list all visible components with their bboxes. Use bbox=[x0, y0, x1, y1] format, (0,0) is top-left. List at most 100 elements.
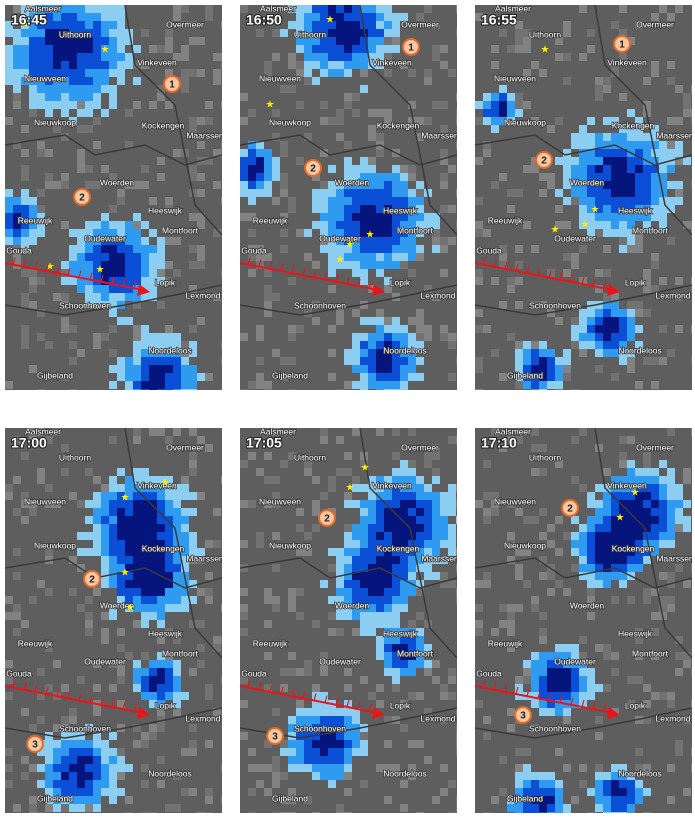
radar-cell bbox=[627, 484, 635, 492]
radar-cell bbox=[264, 764, 272, 772]
radar-cell bbox=[189, 365, 197, 373]
radar-cell bbox=[392, 29, 400, 37]
radar-cell bbox=[384, 604, 392, 612]
radar-cell bbox=[400, 636, 408, 644]
radar-cell bbox=[651, 61, 659, 69]
radar-cell bbox=[643, 716, 651, 724]
radar-cell bbox=[288, 756, 296, 764]
radar-cell bbox=[408, 349, 416, 357]
radar-cell bbox=[627, 460, 635, 468]
radar-cell bbox=[539, 389, 547, 390]
radar-cell bbox=[93, 341, 101, 349]
radar-cell bbox=[21, 333, 29, 341]
radar-cell bbox=[376, 45, 384, 53]
radar-cell bbox=[149, 333, 157, 341]
radar-cell bbox=[619, 333, 627, 341]
radar-cell bbox=[93, 500, 101, 508]
radar-cell bbox=[400, 556, 408, 564]
radar-cell bbox=[117, 676, 125, 684]
radar-cell bbox=[675, 508, 683, 516]
radar-cell bbox=[603, 788, 611, 796]
lightning-star: ★ bbox=[591, 205, 600, 216]
radar-cell bbox=[352, 428, 360, 436]
radar-cell bbox=[392, 596, 400, 604]
radar-cell bbox=[69, 269, 77, 277]
radar-cell bbox=[440, 173, 448, 181]
radar-cell bbox=[611, 476, 619, 484]
radar-cell bbox=[448, 532, 456, 540]
radar-cell bbox=[157, 676, 165, 684]
radar-cell bbox=[141, 253, 149, 261]
radar-cell bbox=[288, 812, 296, 813]
radar-cell bbox=[173, 540, 181, 548]
radar-cell bbox=[141, 540, 149, 548]
radar-cell bbox=[296, 45, 304, 53]
radar-cell bbox=[368, 53, 376, 61]
radar-cell bbox=[384, 37, 392, 45]
radar-cell bbox=[571, 173, 579, 181]
radar-cell bbox=[189, 620, 197, 628]
radar-cell bbox=[643, 213, 651, 221]
radar-cell bbox=[400, 476, 408, 484]
radar-cell bbox=[611, 796, 619, 804]
radar-cell bbox=[651, 69, 659, 77]
radar-cell bbox=[117, 764, 125, 772]
radar-cell bbox=[384, 253, 392, 261]
radar-cell bbox=[483, 109, 491, 117]
radar-cell bbox=[61, 301, 69, 309]
radar-cell bbox=[555, 580, 563, 588]
radar-cell bbox=[117, 500, 125, 508]
radar-cell bbox=[21, 173, 29, 181]
radar-cell bbox=[432, 492, 440, 500]
radar-cell bbox=[432, 213, 440, 221]
radar-cell bbox=[448, 237, 456, 245]
radar-cell bbox=[352, 13, 360, 21]
radar-cell bbox=[376, 261, 384, 269]
radar-cell bbox=[571, 165, 579, 173]
radar-cell bbox=[197, 261, 205, 269]
radar-cell bbox=[77, 756, 85, 764]
radar-cell bbox=[45, 53, 53, 61]
radar-cell bbox=[117, 5, 125, 13]
radar-cell bbox=[408, 636, 416, 644]
radar-cell bbox=[328, 261, 336, 269]
radar-cell bbox=[627, 165, 635, 173]
place-label: Gouda bbox=[6, 245, 32, 255]
track-tick bbox=[537, 268, 541, 276]
radar-cell bbox=[296, 748, 304, 756]
radar-cell bbox=[13, 572, 21, 580]
radar-cell bbox=[424, 548, 432, 556]
radar-cell bbox=[117, 668, 125, 676]
radar-cell bbox=[360, 740, 368, 748]
radar-cell bbox=[384, 796, 392, 804]
radar-cell bbox=[149, 389, 157, 390]
radar-cell bbox=[29, 85, 37, 93]
radar-cell bbox=[304, 77, 312, 85]
radar-cell bbox=[248, 245, 256, 253]
radar-cell bbox=[587, 692, 595, 700]
radar-cell bbox=[189, 261, 197, 269]
radar-cell bbox=[197, 588, 205, 596]
radar-cell bbox=[432, 508, 440, 516]
radar-cell bbox=[611, 572, 619, 580]
radar-cell bbox=[619, 540, 627, 548]
radar-cell bbox=[456, 29, 457, 37]
radar-cell bbox=[288, 796, 296, 804]
radar-cell bbox=[579, 780, 587, 788]
radar-cell bbox=[93, 740, 101, 748]
place-label: Schoonhoven bbox=[294, 300, 346, 310]
place-label: Vinkeveen bbox=[137, 57, 177, 67]
radar-cell bbox=[360, 572, 368, 580]
radar-cell bbox=[109, 45, 117, 53]
radar-cell bbox=[272, 29, 280, 37]
radar-cell bbox=[651, 524, 659, 532]
radar-cell bbox=[432, 540, 440, 548]
radar-cell bbox=[77, 772, 85, 780]
radar-cell bbox=[29, 301, 37, 309]
radar-cell bbox=[555, 221, 563, 229]
radar-cell bbox=[240, 389, 248, 390]
radar-cell bbox=[61, 804, 69, 812]
radar-cell bbox=[376, 572, 384, 580]
radar-cell bbox=[304, 660, 312, 668]
radar-cell bbox=[643, 764, 651, 772]
